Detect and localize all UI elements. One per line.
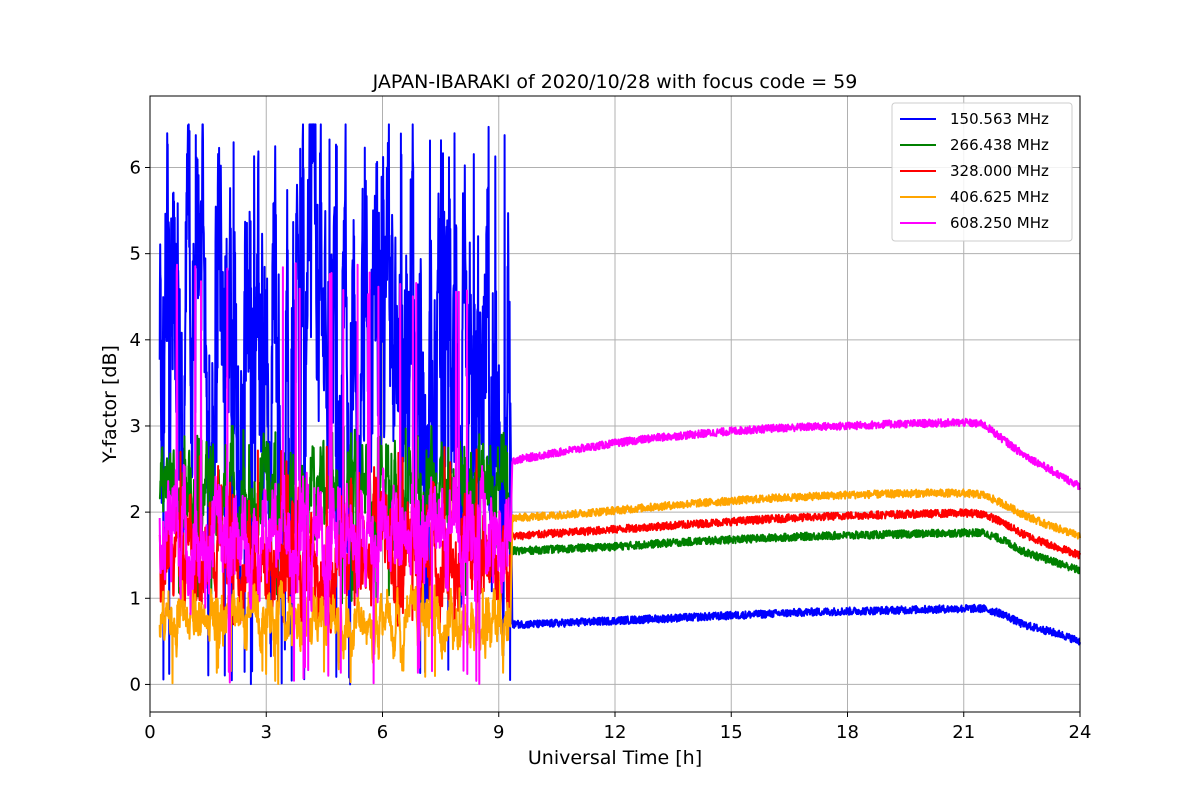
x-tick-label: 0 (144, 722, 155, 743)
x-tick-label: 12 (604, 722, 627, 743)
y-tick-label: 3 (130, 416, 141, 437)
legend-label: 266.438 MHz (950, 136, 1049, 154)
series-line-3 (158, 488, 1081, 685)
y-axis-ticks: 0 1 2 3 4 5 6 (130, 158, 150, 695)
series-line-4 (158, 262, 1081, 685)
x-tick-label: 24 (1069, 722, 1092, 743)
series-lines (158, 123, 1081, 686)
legend-label: 150.563 MHz (950, 110, 1049, 128)
x-axis-ticks: 0 3 6 9 12 15 18 21 24 (144, 712, 1091, 743)
x-tick-label: 3 (261, 722, 272, 743)
x-tick-label: 18 (836, 722, 859, 743)
y-tick-label: 5 (130, 244, 141, 265)
y-tick-label: 6 (130, 158, 141, 179)
x-tick-label: 9 (493, 722, 504, 743)
y-axis-label: Y-factor [dB] (99, 345, 121, 464)
y-tick-label: 0 (130, 674, 141, 695)
legend-label: 608.250 MHz (950, 214, 1049, 232)
legend-label: 406.625 MHz (950, 188, 1049, 206)
legend-label: 328.000 MHz (950, 162, 1049, 180)
y-tick-label: 2 (130, 502, 141, 523)
x-axis-label: Universal Time [h] (528, 747, 702, 769)
chart-title: JAPAN-IBARAKI of 2020/10/28 with focus c… (372, 71, 858, 93)
x-tick-label: 21 (952, 722, 975, 743)
x-tick-label: 6 (377, 722, 388, 743)
y-tick-label: 1 (130, 588, 141, 609)
legend: 150.563 MHz 266.438 MHz 328.000 MHz 406.625… (891, 102, 1073, 242)
x-tick-label: 15 (720, 722, 743, 743)
legend-box (891, 102, 1073, 242)
y-tick-label: 4 (130, 330, 141, 351)
